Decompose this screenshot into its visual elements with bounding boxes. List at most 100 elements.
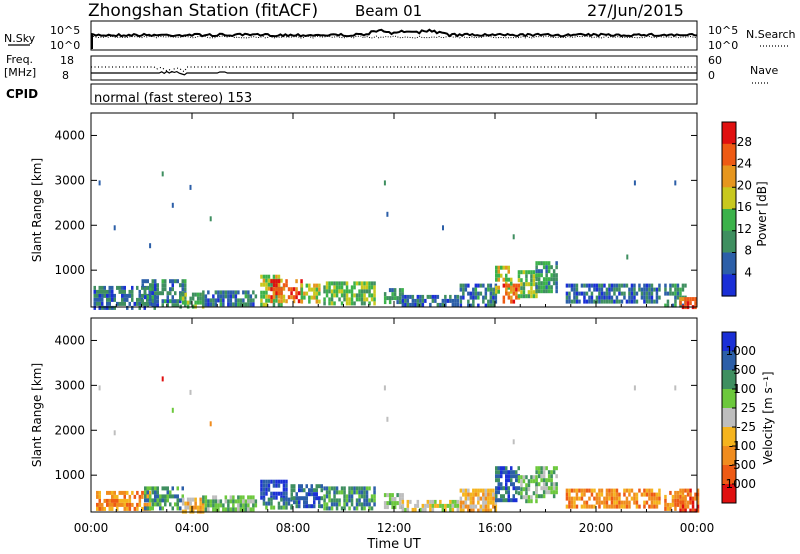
data-cell xyxy=(515,470,518,475)
data-cell xyxy=(345,498,349,503)
data-cell xyxy=(484,504,488,509)
data-cell xyxy=(338,297,341,302)
data-cell xyxy=(500,273,503,278)
data-cell xyxy=(507,490,510,495)
data-cell xyxy=(628,488,631,493)
data-cell xyxy=(507,277,510,282)
data-cell xyxy=(537,277,541,282)
data-cell xyxy=(121,301,124,306)
data-cell xyxy=(121,502,124,507)
data-cell xyxy=(113,494,116,499)
data-cell xyxy=(664,506,667,511)
data-cell xyxy=(590,488,594,493)
data-cell xyxy=(648,488,651,493)
data-cell xyxy=(247,499,250,504)
data-cell xyxy=(323,494,326,499)
data-cell xyxy=(588,295,591,300)
data-cell xyxy=(360,494,364,499)
data-cell xyxy=(181,497,185,502)
time-tick-label: 08:00 xyxy=(276,521,311,535)
data-cell xyxy=(537,494,541,499)
data-cell xyxy=(343,293,346,298)
data-cell xyxy=(131,502,134,507)
data-cell xyxy=(277,274,281,279)
data-cell xyxy=(144,291,147,296)
data-cell xyxy=(174,291,177,296)
data-cell xyxy=(421,294,425,299)
data-cell xyxy=(96,293,99,298)
data-cell xyxy=(650,500,654,505)
data-cell xyxy=(325,494,329,499)
data-cell xyxy=(169,287,172,292)
data-cell xyxy=(108,305,111,310)
data-cell xyxy=(628,287,631,292)
data-cell xyxy=(545,277,548,282)
data-cell xyxy=(520,290,523,295)
data-cell xyxy=(570,283,574,288)
data-cell xyxy=(658,500,661,505)
data-cell xyxy=(282,491,286,496)
data-cell xyxy=(260,294,263,299)
data-cell xyxy=(679,494,682,499)
data-cell xyxy=(600,492,604,497)
data-cell xyxy=(578,488,581,493)
data-cell xyxy=(477,488,480,493)
data-cell xyxy=(494,504,498,509)
data-cell xyxy=(689,500,692,505)
data-cell xyxy=(502,277,505,282)
data-cell xyxy=(497,289,500,294)
data-cell xyxy=(477,508,480,513)
data-cell xyxy=(613,488,616,493)
data-cell xyxy=(270,497,273,502)
data-cell xyxy=(325,506,329,511)
data-cell xyxy=(212,499,215,504)
data-cell xyxy=(628,500,631,505)
data-cell xyxy=(497,285,500,290)
data-cell xyxy=(419,507,422,512)
data-cell xyxy=(315,496,318,501)
data-cell xyxy=(620,291,624,296)
data-cell xyxy=(310,488,313,493)
data-cell xyxy=(297,299,301,304)
data-cell xyxy=(691,496,695,501)
data-cell xyxy=(517,283,521,288)
data-cell xyxy=(146,490,149,495)
data-cell xyxy=(343,506,346,511)
data-cell xyxy=(542,289,546,294)
data-cell xyxy=(368,498,371,503)
data-cell xyxy=(540,285,543,290)
data-cell xyxy=(106,305,109,310)
data-cell xyxy=(270,501,273,506)
data-cell xyxy=(570,504,574,509)
data-cell xyxy=(497,478,500,483)
data-cell xyxy=(108,301,111,306)
data-cell xyxy=(171,283,174,288)
data-cell xyxy=(214,302,218,307)
data-cell xyxy=(459,287,463,292)
data-cell xyxy=(113,498,116,503)
data-cell xyxy=(146,303,149,308)
data-cell xyxy=(472,500,475,505)
data-cell xyxy=(333,486,336,491)
data-cell xyxy=(144,498,147,503)
data-point xyxy=(161,376,164,382)
data-cell xyxy=(484,488,488,493)
data-cell xyxy=(401,288,404,293)
data-cell xyxy=(159,494,162,499)
data-cell xyxy=(391,493,394,498)
data-cell xyxy=(684,498,687,503)
cpid-mode-text: normal (fast stereo) 153 xyxy=(94,91,252,106)
data-cell xyxy=(547,261,551,266)
data-cell xyxy=(323,285,326,290)
data-point xyxy=(386,211,389,217)
data-cell xyxy=(101,285,104,290)
data-cell xyxy=(207,302,210,307)
data-cell xyxy=(161,486,164,491)
data-cell xyxy=(479,291,483,296)
data-cell xyxy=(194,300,197,305)
data-cell xyxy=(655,295,659,300)
data-cell xyxy=(202,290,205,295)
data-cell xyxy=(396,493,399,498)
data-cell xyxy=(136,301,139,306)
